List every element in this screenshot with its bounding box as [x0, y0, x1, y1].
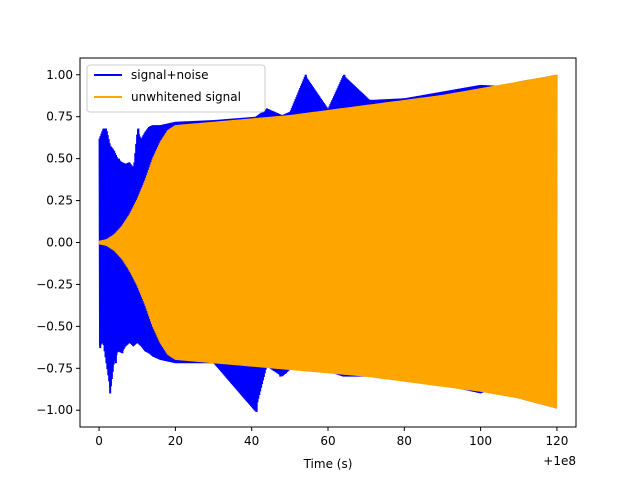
x-tick-label: 100: [469, 434, 492, 448]
x-axis-ticks: 0 20 40 60 80 100 120: [95, 427, 568, 448]
x-tick-label: 80: [397, 434, 412, 448]
x-axis-label: Time (s): [303, 457, 353, 471]
x-tick-label: 0: [95, 434, 103, 448]
plot-area: [79, 57, 577, 428]
y-axis-ticks: 1.00 0.75 0.50 0.25 0.00 −0.25 −0.50 −0.75 −1.00: [36, 68, 80, 417]
y-tick-label: −0.25: [36, 277, 73, 291]
x-tick-label: 20: [168, 434, 183, 448]
y-tick-label: 0.25: [46, 194, 73, 208]
y-tick-label: −0.75: [36, 361, 73, 375]
y-tick-label: 0.50: [46, 152, 73, 166]
legend-label-unwhitened-signal: unwhitened signal: [131, 90, 241, 104]
legend-box: [86, 64, 266, 113]
legend-label-signal-noise: signal+noise: [131, 68, 208, 82]
x-offset-label: +1e8: [543, 454, 576, 468]
y-tick-label: −0.50: [36, 319, 73, 333]
x-tick-label: 60: [320, 434, 335, 448]
series-line-unwhitened-signal: [98, 74, 558, 409]
x-tick-label: 120: [545, 434, 568, 448]
y-tick-label: 0.75: [46, 110, 73, 124]
y-tick-label: −1.00: [36, 403, 73, 417]
x-tick-label: 40: [244, 434, 259, 448]
legend: signal+noise unwhitened signal: [86, 64, 266, 113]
y-tick-label: 0.00: [46, 236, 73, 250]
series-layer: [98, 74, 558, 412]
y-tick-label: 1.00: [46, 68, 73, 82]
